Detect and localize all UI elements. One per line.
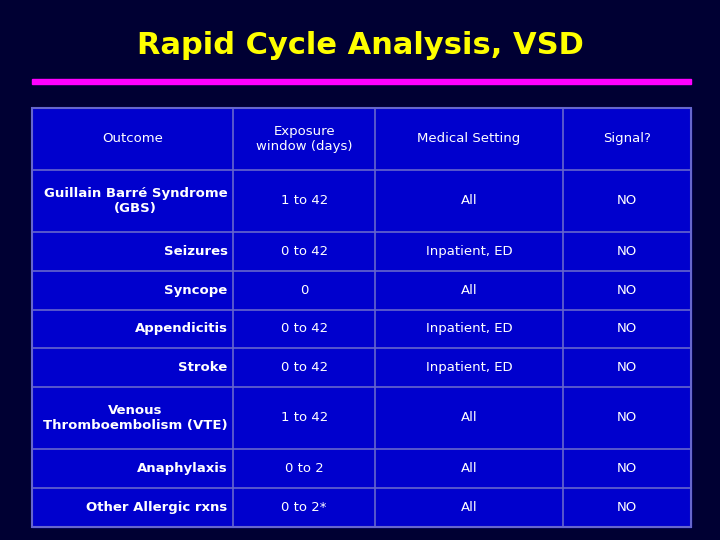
Text: NO: NO bbox=[617, 462, 637, 475]
Text: Appendicitis: Appendicitis bbox=[135, 322, 228, 335]
Text: NO: NO bbox=[617, 245, 637, 258]
Text: Syncope: Syncope bbox=[164, 284, 228, 296]
Text: NO: NO bbox=[617, 284, 637, 296]
Text: Outcome: Outcome bbox=[102, 132, 163, 145]
Text: All: All bbox=[461, 501, 477, 514]
Text: All: All bbox=[461, 462, 477, 475]
Text: 1 to 42: 1 to 42 bbox=[281, 194, 328, 207]
Text: Venous
Thromboembolism (VTE): Venous Thromboembolism (VTE) bbox=[43, 404, 228, 432]
Text: Signal?: Signal? bbox=[603, 132, 651, 145]
Text: All: All bbox=[461, 411, 477, 424]
Text: 1 to 42: 1 to 42 bbox=[281, 411, 328, 424]
Text: NO: NO bbox=[617, 194, 637, 207]
Text: Seizures: Seizures bbox=[163, 245, 228, 258]
Text: Medical Setting: Medical Setting bbox=[417, 132, 521, 145]
Text: 0: 0 bbox=[300, 284, 308, 296]
Text: NO: NO bbox=[617, 322, 637, 335]
Text: Inpatient, ED: Inpatient, ED bbox=[426, 322, 512, 335]
Text: Inpatient, ED: Inpatient, ED bbox=[426, 361, 512, 374]
Text: 0 to 2: 0 to 2 bbox=[285, 462, 323, 475]
Text: 0 to 42: 0 to 42 bbox=[281, 245, 328, 258]
Bar bbox=[32, 79, 691, 84]
Text: NO: NO bbox=[617, 501, 637, 514]
Text: Guillain Barré Syndrome
(GBS): Guillain Barré Syndrome (GBS) bbox=[44, 187, 228, 215]
Text: Inpatient, ED: Inpatient, ED bbox=[426, 245, 512, 258]
Text: Other Allergic rxns: Other Allergic rxns bbox=[86, 501, 228, 514]
Bar bbox=[32, 108, 691, 526]
Text: 0 to 42: 0 to 42 bbox=[281, 361, 328, 374]
Text: Exposure
window (days): Exposure window (days) bbox=[256, 125, 352, 153]
Text: Rapid Cycle Analysis, VSD: Rapid Cycle Analysis, VSD bbox=[137, 31, 583, 60]
Text: Anaphylaxis: Anaphylaxis bbox=[137, 462, 228, 475]
Text: NO: NO bbox=[617, 411, 637, 424]
Text: NO: NO bbox=[617, 361, 637, 374]
Text: 0 to 42: 0 to 42 bbox=[281, 322, 328, 335]
Text: All: All bbox=[461, 284, 477, 296]
Text: 0 to 2*: 0 to 2* bbox=[282, 501, 327, 514]
Bar bbox=[32, 108, 691, 526]
Text: All: All bbox=[461, 194, 477, 207]
Text: Stroke: Stroke bbox=[179, 361, 228, 374]
